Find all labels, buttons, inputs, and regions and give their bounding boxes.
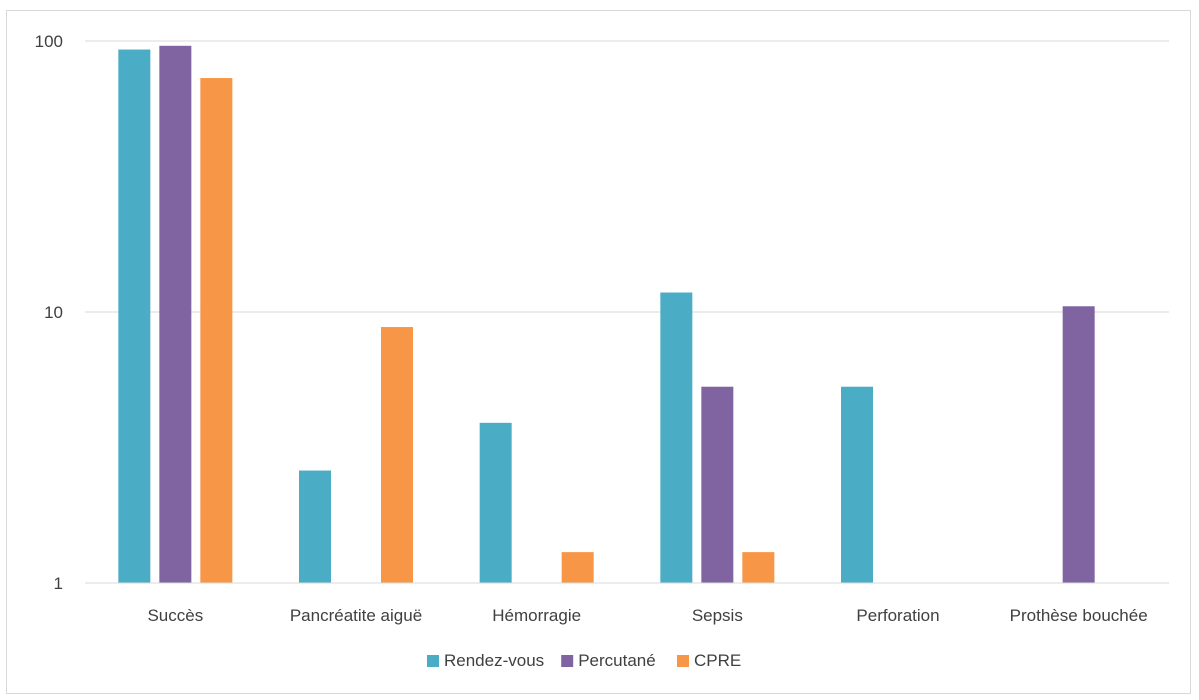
chart-frame: 1 10 100 Succès Pancréatite aiguë Hémorragie S… xyxy=(6,10,1191,694)
bar-rendez-vous-4 xyxy=(841,386,873,583)
category-label: Pancréatite aiguë xyxy=(290,606,422,625)
legend-item: CPRE xyxy=(677,651,741,670)
bar-rendez-vous-3 xyxy=(660,292,693,583)
bar-rendez-vous-1 xyxy=(299,470,331,583)
bar-cpre-0 xyxy=(200,78,233,584)
legend-swatch xyxy=(427,655,439,667)
legend-swatch xyxy=(561,655,574,667)
y-tick-label: 1 xyxy=(54,574,63,593)
legend-swatch xyxy=(677,655,689,667)
legend-label: Rendez-vous xyxy=(444,651,544,670)
category-label: Perforation xyxy=(856,606,939,625)
bar-cpre-3 xyxy=(742,552,775,583)
y-tick-label: 100 xyxy=(35,32,63,51)
legend-item: Rendez-vous xyxy=(427,651,544,670)
legend-label: Percutané xyxy=(578,651,656,670)
bar-percutan--0 xyxy=(159,45,192,583)
bar-percutan--3 xyxy=(701,386,734,583)
category-label: Hémorragie xyxy=(492,606,581,625)
bar-cpre-1 xyxy=(381,327,413,583)
y-tick-label: 10 xyxy=(44,303,63,322)
category-label: Succès xyxy=(147,606,203,625)
legend-label: CPRE xyxy=(694,651,741,670)
bar-rendez-vous-0 xyxy=(118,49,151,583)
category-label: Sepsis xyxy=(692,606,743,625)
category-label: Prothèse bouchée xyxy=(1010,606,1148,625)
legend-item: Percutané xyxy=(561,651,656,670)
bar-percutan--5 xyxy=(1062,306,1095,583)
bar-cpre-2 xyxy=(561,552,594,583)
bar-chart: 1 10 100 Succès Pancréatite aiguë Hémorragie S… xyxy=(35,32,1169,670)
bar-rendez-vous-2 xyxy=(479,422,512,583)
